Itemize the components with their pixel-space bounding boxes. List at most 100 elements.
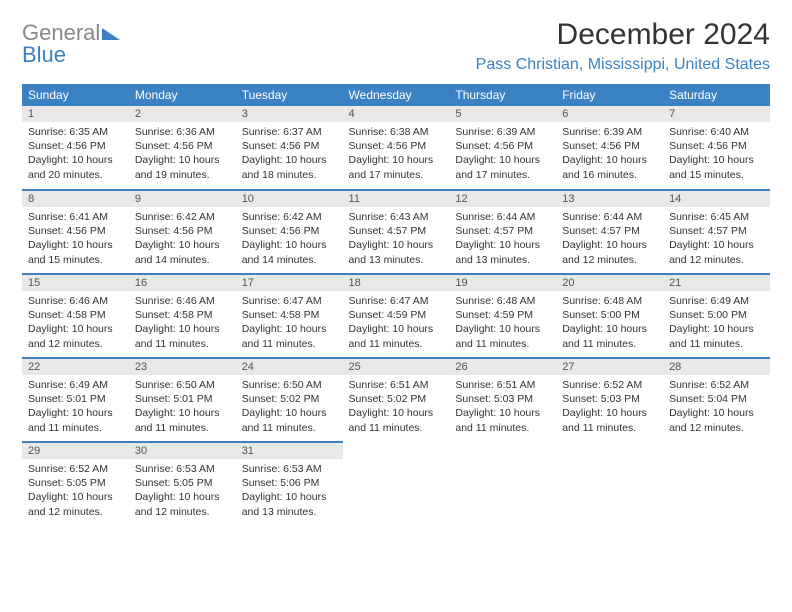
day-number: 4 bbox=[343, 106, 450, 122]
day-cell: 28Sunrise: 6:52 AMSunset: 5:04 PMDayligh… bbox=[663, 358, 770, 442]
day-details: Sunrise: 6:51 AMSunset: 5:02 PMDaylight:… bbox=[343, 375, 450, 439]
day-number: 6 bbox=[556, 106, 663, 122]
calendar-head: SundayMondayTuesdayWednesdayThursdayFrid… bbox=[22, 84, 770, 106]
day-details: Sunrise: 6:46 AMSunset: 4:58 PMDaylight:… bbox=[129, 291, 236, 355]
day-cell: 1Sunrise: 6:35 AMSunset: 4:56 PMDaylight… bbox=[22, 106, 129, 190]
day-cell: 4Sunrise: 6:38 AMSunset: 4:56 PMDaylight… bbox=[343, 106, 450, 190]
day-cell: 12Sunrise: 6:44 AMSunset: 4:57 PMDayligh… bbox=[449, 190, 556, 274]
day-cell: 29Sunrise: 6:52 AMSunset: 5:05 PMDayligh… bbox=[22, 442, 129, 526]
weekday-header: Thursday bbox=[449, 84, 556, 106]
logo-part2: Blue bbox=[22, 42, 66, 67]
weekday-header: Tuesday bbox=[236, 84, 343, 106]
day-cell: 15Sunrise: 6:46 AMSunset: 4:58 PMDayligh… bbox=[22, 274, 129, 358]
day-cell: 17Sunrise: 6:47 AMSunset: 4:58 PMDayligh… bbox=[236, 274, 343, 358]
day-cell: 30Sunrise: 6:53 AMSunset: 5:05 PMDayligh… bbox=[129, 442, 236, 526]
day-number: 28 bbox=[663, 359, 770, 375]
empty-cell bbox=[556, 442, 663, 526]
day-cell: 3Sunrise: 6:37 AMSunset: 4:56 PMDaylight… bbox=[236, 106, 343, 190]
day-number: 17 bbox=[236, 275, 343, 291]
weekday-header: Monday bbox=[129, 84, 236, 106]
day-number: 29 bbox=[22, 443, 129, 459]
day-details: Sunrise: 6:48 AMSunset: 5:00 PMDaylight:… bbox=[556, 291, 663, 355]
day-number: 22 bbox=[22, 359, 129, 375]
day-details: Sunrise: 6:44 AMSunset: 4:57 PMDaylight:… bbox=[449, 207, 556, 271]
day-cell: 14Sunrise: 6:45 AMSunset: 4:57 PMDayligh… bbox=[663, 190, 770, 274]
day-number: 5 bbox=[449, 106, 556, 122]
day-details: Sunrise: 6:35 AMSunset: 4:56 PMDaylight:… bbox=[22, 122, 129, 186]
location-label: Pass Christian, Mississippi, United Stat… bbox=[476, 56, 770, 74]
day-details: Sunrise: 6:49 AMSunset: 5:01 PMDaylight:… bbox=[22, 375, 129, 439]
day-number: 1 bbox=[22, 106, 129, 122]
day-details: Sunrise: 6:52 AMSunset: 5:05 PMDaylight:… bbox=[22, 459, 129, 523]
empty-cell bbox=[343, 442, 450, 526]
weekday-header: Wednesday bbox=[343, 84, 450, 106]
day-number: 15 bbox=[22, 275, 129, 291]
day-details: Sunrise: 6:42 AMSunset: 4:56 PMDaylight:… bbox=[236, 207, 343, 271]
day-cell: 23Sunrise: 6:50 AMSunset: 5:01 PMDayligh… bbox=[129, 358, 236, 442]
page-title: December 2024 bbox=[476, 18, 770, 52]
day-number: 21 bbox=[663, 275, 770, 291]
day-number: 30 bbox=[129, 443, 236, 459]
day-details: Sunrise: 6:43 AMSunset: 4:57 PMDaylight:… bbox=[343, 207, 450, 271]
day-details: Sunrise: 6:49 AMSunset: 5:00 PMDaylight:… bbox=[663, 291, 770, 355]
day-cell: 10Sunrise: 6:42 AMSunset: 4:56 PMDayligh… bbox=[236, 190, 343, 274]
day-details: Sunrise: 6:39 AMSunset: 4:56 PMDaylight:… bbox=[449, 122, 556, 186]
day-cell: 5Sunrise: 6:39 AMSunset: 4:56 PMDaylight… bbox=[449, 106, 556, 190]
day-details: Sunrise: 6:53 AMSunset: 5:06 PMDaylight:… bbox=[236, 459, 343, 523]
logo-text: General Blue bbox=[22, 22, 120, 66]
day-details: Sunrise: 6:47 AMSunset: 4:58 PMDaylight:… bbox=[236, 291, 343, 355]
empty-cell bbox=[449, 442, 556, 526]
day-number: 7 bbox=[663, 106, 770, 122]
day-details: Sunrise: 6:48 AMSunset: 4:59 PMDaylight:… bbox=[449, 291, 556, 355]
day-cell: 13Sunrise: 6:44 AMSunset: 4:57 PMDayligh… bbox=[556, 190, 663, 274]
day-cell: 16Sunrise: 6:46 AMSunset: 4:58 PMDayligh… bbox=[129, 274, 236, 358]
day-cell: 6Sunrise: 6:39 AMSunset: 4:56 PMDaylight… bbox=[556, 106, 663, 190]
day-cell: 22Sunrise: 6:49 AMSunset: 5:01 PMDayligh… bbox=[22, 358, 129, 442]
day-number: 8 bbox=[22, 191, 129, 207]
day-number: 25 bbox=[343, 359, 450, 375]
day-cell: 24Sunrise: 6:50 AMSunset: 5:02 PMDayligh… bbox=[236, 358, 343, 442]
day-number: 16 bbox=[129, 275, 236, 291]
day-number: 14 bbox=[663, 191, 770, 207]
calendar-body: 1Sunrise: 6:35 AMSunset: 4:56 PMDaylight… bbox=[22, 106, 770, 526]
day-number: 24 bbox=[236, 359, 343, 375]
day-number: 3 bbox=[236, 106, 343, 122]
day-number: 11 bbox=[343, 191, 450, 207]
day-details: Sunrise: 6:39 AMSunset: 4:56 PMDaylight:… bbox=[556, 122, 663, 186]
day-cell: 8Sunrise: 6:41 AMSunset: 4:56 PMDaylight… bbox=[22, 190, 129, 274]
day-details: Sunrise: 6:44 AMSunset: 4:57 PMDaylight:… bbox=[556, 207, 663, 271]
day-cell: 19Sunrise: 6:48 AMSunset: 4:59 PMDayligh… bbox=[449, 274, 556, 358]
day-cell: 18Sunrise: 6:47 AMSunset: 4:59 PMDayligh… bbox=[343, 274, 450, 358]
weekday-header: Friday bbox=[556, 84, 663, 106]
day-details: Sunrise: 6:53 AMSunset: 5:05 PMDaylight:… bbox=[129, 459, 236, 523]
day-details: Sunrise: 6:40 AMSunset: 4:56 PMDaylight:… bbox=[663, 122, 770, 186]
day-details: Sunrise: 6:50 AMSunset: 5:02 PMDaylight:… bbox=[236, 375, 343, 439]
day-details: Sunrise: 6:42 AMSunset: 4:56 PMDaylight:… bbox=[129, 207, 236, 271]
logo-triangle-icon bbox=[102, 28, 120, 40]
calendar-table: SundayMondayTuesdayWednesdayThursdayFrid… bbox=[22, 84, 770, 526]
day-number: 31 bbox=[236, 443, 343, 459]
day-cell: 21Sunrise: 6:49 AMSunset: 5:00 PMDayligh… bbox=[663, 274, 770, 358]
weekday-header: Saturday bbox=[663, 84, 770, 106]
day-number: 2 bbox=[129, 106, 236, 122]
day-details: Sunrise: 6:52 AMSunset: 5:04 PMDaylight:… bbox=[663, 375, 770, 439]
header: General Blue December 2024 Pass Christia… bbox=[22, 18, 770, 74]
weekday-header: Sunday bbox=[22, 84, 129, 106]
day-cell: 11Sunrise: 6:43 AMSunset: 4:57 PMDayligh… bbox=[343, 190, 450, 274]
day-number: 18 bbox=[343, 275, 450, 291]
title-block: December 2024 Pass Christian, Mississipp… bbox=[476, 18, 770, 74]
day-details: Sunrise: 6:45 AMSunset: 4:57 PMDaylight:… bbox=[663, 207, 770, 271]
day-details: Sunrise: 6:38 AMSunset: 4:56 PMDaylight:… bbox=[343, 122, 450, 186]
day-cell: 31Sunrise: 6:53 AMSunset: 5:06 PMDayligh… bbox=[236, 442, 343, 526]
day-details: Sunrise: 6:51 AMSunset: 5:03 PMDaylight:… bbox=[449, 375, 556, 439]
day-number: 12 bbox=[449, 191, 556, 207]
day-details: Sunrise: 6:37 AMSunset: 4:56 PMDaylight:… bbox=[236, 122, 343, 186]
day-cell: 7Sunrise: 6:40 AMSunset: 4:56 PMDaylight… bbox=[663, 106, 770, 190]
day-cell: 25Sunrise: 6:51 AMSunset: 5:02 PMDayligh… bbox=[343, 358, 450, 442]
day-number: 27 bbox=[556, 359, 663, 375]
day-number: 23 bbox=[129, 359, 236, 375]
logo: General Blue bbox=[22, 18, 120, 66]
day-cell: 26Sunrise: 6:51 AMSunset: 5:03 PMDayligh… bbox=[449, 358, 556, 442]
day-number: 20 bbox=[556, 275, 663, 291]
day-number: 9 bbox=[129, 191, 236, 207]
